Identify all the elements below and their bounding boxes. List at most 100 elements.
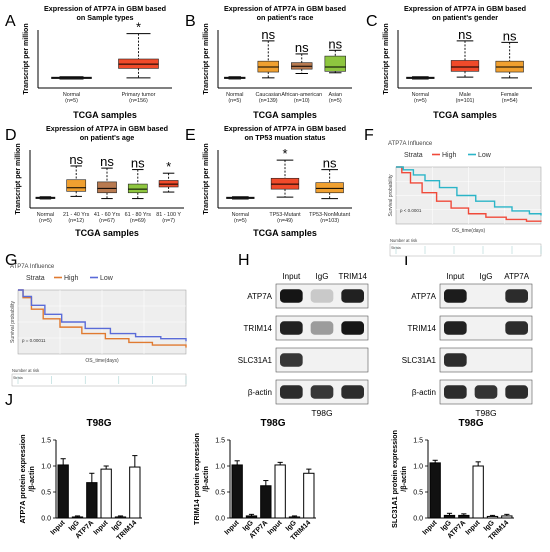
- bar-chart-slc31a1: T98G 0.0 0.5 1.0 1.5 SLC31A1 protein expressi…: [390, 418, 514, 542]
- panel-letter-c: C: [366, 13, 378, 30]
- blot-column-label: Input: [446, 272, 465, 281]
- risk-table: [11, 373, 187, 387]
- legend-label: High: [442, 152, 457, 159]
- x-tick-count: (n=5): [65, 98, 78, 104]
- blot-band: [341, 385, 364, 399]
- x-tick-label: Female: [501, 92, 519, 98]
- x-tick-label: Input: [93, 519, 111, 537]
- x-tick-count: (n=139): [259, 98, 278, 104]
- bar: [274, 464, 286, 519]
- panel-letter-h: H: [238, 252, 250, 269]
- y-axis-label: Transcript per million: [383, 23, 390, 94]
- blot-row-label: TRIM14: [408, 324, 437, 333]
- significance-label: ns: [503, 28, 517, 43]
- significance-label: ns: [295, 40, 309, 55]
- panel-title-line: on patient's race: [257, 13, 314, 22]
- bar: [260, 485, 272, 519]
- bar: [71, 516, 84, 519]
- x-tick-label: 21 - 40 Yrs: [63, 212, 90, 218]
- x-tick-label: TP53-Mutant: [269, 212, 301, 218]
- panel-letter-g: G: [5, 252, 17, 269]
- y-axis-label: SLC31A1 protein expression/β-actin: [390, 430, 408, 528]
- x-tick-label: Input: [50, 519, 68, 537]
- y-tick-label: 1.0: [215, 464, 225, 471]
- panel-title-line: Expression of ATP7A in GBM based: [404, 4, 526, 13]
- x-axis-label: TCGA samples: [433, 110, 497, 120]
- x-tick-count: (n=5): [39, 218, 52, 224]
- y-tick-label: 1.5: [41, 438, 51, 445]
- panel-letter-a: A: [5, 13, 16, 30]
- legend-label: Low: [100, 275, 114, 282]
- bar-chart-atp7a: T98G 0.0 0.5 1.0 1.5 ATP7A protein expression…: [18, 418, 142, 542]
- significance-label: ns: [458, 27, 472, 42]
- survival-panel-f: ATP7A Influence Strata High Low p < 0.0001 Su…: [388, 141, 542, 257]
- panel-letter-b: B: [185, 13, 196, 30]
- x-tick-label: Normal: [63, 92, 80, 98]
- legend-label: Low: [478, 152, 492, 159]
- box: [450, 60, 480, 72]
- y-axis-label: Transcript per million: [203, 143, 210, 214]
- x-tick-count: (n=67): [99, 218, 115, 224]
- x-tick-label: 81 - 100 Y: [156, 212, 181, 218]
- risk-table: [389, 243, 542, 257]
- blot-band: [280, 385, 303, 399]
- significance-label: ns: [100, 154, 114, 169]
- y-tick-label: 1.0: [413, 464, 423, 471]
- box: [127, 183, 148, 194]
- p-value: p < 0.0001: [400, 208, 422, 213]
- significance-label: ns: [323, 156, 337, 171]
- legend-label: High: [64, 275, 79, 282]
- blot-row-label: β-actin: [412, 388, 436, 397]
- blot-band: [310, 321, 334, 335]
- x-tick-label: Normal: [37, 212, 54, 218]
- panel-title-line: Expression of ATP7A in GBM based: [224, 124, 346, 133]
- survival-curve: [396, 166, 542, 216]
- x-axis-label: OS_time(days): [85, 358, 119, 364]
- legend-strata-label: Strata: [26, 275, 45, 282]
- panel-title-line: Expression of ATP7A in GBM based: [46, 124, 168, 133]
- x-axis-label: TCGA samples: [73, 110, 137, 120]
- y-tick-label: 0.5: [215, 490, 225, 497]
- x-tick-count: (n=101): [456, 98, 475, 104]
- bar: [129, 466, 141, 519]
- box: [97, 181, 117, 194]
- x-tick-label: 61 - 80 Yrs: [125, 212, 152, 218]
- blot-band: [505, 385, 528, 399]
- bar-chart-trim14: T98G 0.0 0.5 1.0 1.5 TRIM14 protein expressio…: [192, 418, 316, 542]
- x-tick-count: (n=5): [329, 98, 342, 104]
- significance-label: ns: [69, 152, 83, 167]
- x-tick-label: Normal: [412, 92, 429, 98]
- blot-column-label: Input: [282, 272, 301, 281]
- panel-letter-f: F: [364, 127, 374, 144]
- blot-band: [280, 289, 303, 303]
- x-tick-count: (n=49): [277, 218, 293, 224]
- significance-label: *: [136, 20, 141, 35]
- y-tick-label: 1.5: [215, 438, 225, 445]
- significance-label: ns: [261, 27, 275, 42]
- western-blot-panel-i: Input IgG ATP7A ATP7A TRIM14 SLC31A1 β-actin T9…: [402, 272, 533, 418]
- survival-curve: [18, 289, 187, 342]
- significance-label: ns: [131, 156, 145, 171]
- x-tick-label: Input: [224, 519, 242, 537]
- x-tick-label: Caucasian: [256, 92, 281, 98]
- blot-band: [280, 321, 303, 335]
- blot-band: [341, 321, 364, 335]
- y-tick-label: 0.5: [413, 490, 423, 497]
- y-axis-label: Transcript per million: [23, 23, 30, 94]
- x-tick-label: Primary tumor: [122, 92, 156, 98]
- x-tick-count: (n=156): [129, 98, 148, 104]
- significance-label: ns: [328, 36, 342, 51]
- panel-title-line: Expression of ATP7A in GBM based: [44, 4, 166, 13]
- y-tick-label: 0.0: [41, 516, 51, 523]
- blot-band: [310, 385, 334, 399]
- x-tick-label: Normal: [232, 212, 249, 218]
- blot-band: [444, 385, 467, 399]
- x-tick-count: (n=69): [130, 218, 146, 224]
- y-axis-label-line: TRIM14 protein expression: [192, 433, 201, 525]
- bar: [429, 462, 441, 519]
- bar: [57, 464, 69, 519]
- panel-title-line: on Sample types: [76, 13, 133, 22]
- blot-row-label: SLC31A1: [238, 356, 273, 365]
